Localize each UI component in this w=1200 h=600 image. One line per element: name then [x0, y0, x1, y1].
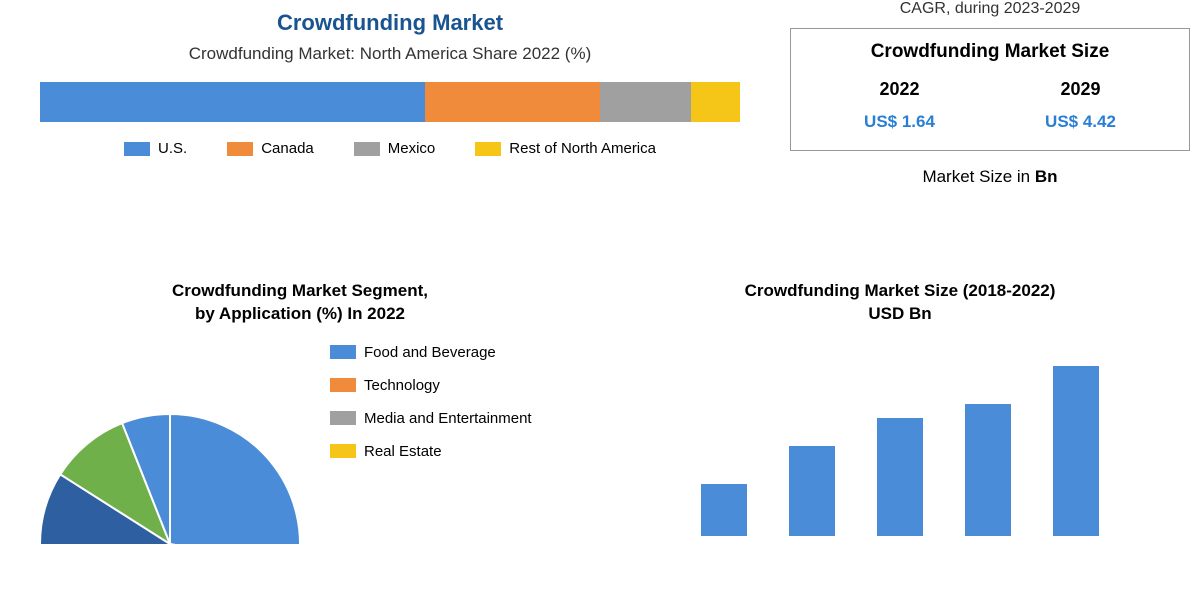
bar	[877, 418, 923, 536]
pie-title-l2: by Application (%) In 2022	[195, 304, 405, 323]
hbar-chart: U.S. Canada Mexico Rest of North America	[40, 82, 740, 157]
legend-item: Rest of North America	[475, 140, 656, 157]
bottom-row: Crowdfunding Market Segment, by Applicat…	[0, 270, 1200, 600]
legend-item: Mexico	[354, 140, 436, 157]
bar	[789, 446, 835, 536]
market-size-panel: CAGR, during 2023-2029 Crowdfunding Mark…	[780, 0, 1200, 270]
bar-title-l1: Crowdfunding Market Size (2018-2022)	[745, 281, 1056, 300]
hbar-segment	[691, 82, 740, 122]
cagr-text: CAGR, during 2023-2029	[790, 0, 1190, 18]
hbar-segment	[600, 82, 691, 122]
legend-label: Food and Beverage	[364, 344, 496, 361]
bar-panel: Crowdfunding Market Size (2018-2022) USD…	[600, 270, 1200, 600]
legend-label: Technology	[364, 377, 440, 394]
pie-chart	[20, 344, 320, 544]
legend-swatch	[330, 378, 356, 392]
hbar-segment	[40, 82, 425, 122]
size-val-0: US$ 1.64	[864, 112, 935, 132]
pie-panel: Crowdfunding Market Segment, by Applicat…	[0, 270, 600, 600]
size-val-1: US$ 4.42	[1045, 112, 1116, 132]
legend-label: Mexico	[388, 140, 436, 157]
legend-label: Rest of North America	[509, 140, 656, 157]
pie-area: Food and Beverage Technology Media and Ent…	[20, 344, 580, 544]
pie-legend-item: Food and Beverage	[330, 344, 532, 361]
legend-swatch	[227, 142, 253, 156]
size-col-2029: 2029 US$ 4.42	[1045, 79, 1116, 132]
bar	[701, 484, 747, 536]
unit-bold: Bn	[1035, 167, 1058, 186]
pie-slice	[170, 414, 300, 544]
market-size-unit: Market Size in Bn	[790, 167, 1190, 187]
legend-label: Canada	[261, 140, 314, 157]
pie-legend: Food and Beverage Technology Media and Ent…	[330, 344, 532, 476]
main-title: Crowdfunding Market	[30, 10, 750, 36]
na-share-panel: Crowdfunding Market Crowdfunding Market:…	[0, 0, 780, 270]
legend-swatch	[475, 142, 501, 156]
legend-swatch	[354, 142, 380, 156]
bar	[1053, 366, 1099, 536]
legend-swatch	[330, 411, 356, 425]
bar	[965, 404, 1011, 536]
legend-label: Real Estate	[364, 443, 442, 460]
size-year-1: 2029	[1045, 79, 1116, 100]
size-col-2022: 2022 US$ 1.64	[864, 79, 935, 132]
legend-item: Canada	[227, 140, 314, 157]
market-size-box: Crowdfunding Market Size 2022 US$ 1.64 2…	[790, 28, 1190, 151]
bar-title-l2: USD Bn	[868, 304, 931, 323]
market-size-title: Crowdfunding Market Size	[809, 41, 1171, 63]
pie-legend-item: Technology	[330, 377, 532, 394]
top-row: Crowdfunding Market Crowdfunding Market:…	[0, 0, 1200, 270]
pie-legend-item: Media and Entertainment	[330, 410, 532, 427]
market-size-columns: 2022 US$ 1.64 2029 US$ 4.42	[809, 79, 1171, 132]
legend-swatch	[330, 444, 356, 458]
pie-title-l1: Crowdfunding Market Segment,	[172, 281, 428, 300]
legend-label: U.S.	[158, 140, 187, 157]
na-share-subtitle: Crowdfunding Market: North America Share…	[30, 44, 750, 64]
pie-legend-item: Real Estate	[330, 443, 532, 460]
legend-swatch	[330, 345, 356, 359]
legend-label: Media and Entertainment	[364, 410, 532, 427]
unit-prefix: Market Size in	[922, 167, 1034, 186]
bar-chart	[630, 356, 1170, 536]
hbar-segment	[425, 82, 600, 122]
legend-item: U.S.	[124, 140, 187, 157]
legend-swatch	[124, 142, 150, 156]
pie-title: Crowdfunding Market Segment, by Applicat…	[20, 280, 580, 326]
size-year-0: 2022	[864, 79, 935, 100]
bar-title: Crowdfunding Market Size (2018-2022) USD…	[630, 280, 1170, 326]
